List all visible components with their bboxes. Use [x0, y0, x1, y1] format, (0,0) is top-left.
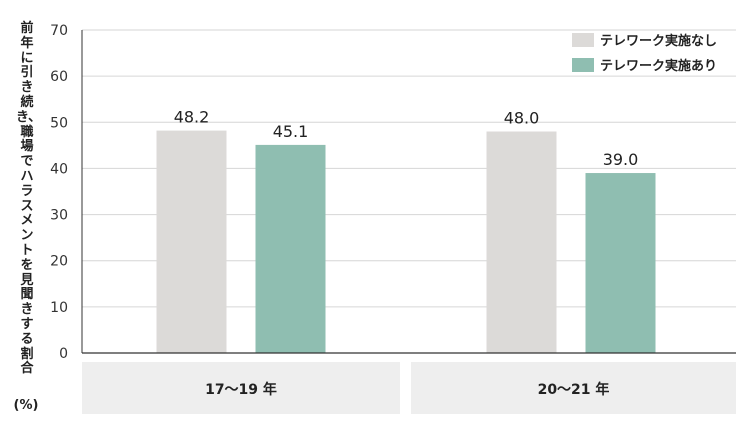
category-band	[82, 362, 400, 414]
y-tick-label: 70	[50, 23, 68, 39]
y-tick-label: 10	[50, 300, 68, 316]
legend-label: テレワーク実施あり	[600, 58, 717, 74]
category-band	[411, 362, 736, 414]
bars	[156, 130, 656, 353]
y-axis-unit: (%)	[13, 398, 39, 413]
y-tick-label: 40	[50, 161, 68, 177]
x-tick-label: 17〜19 年	[205, 381, 277, 398]
bar	[156, 130, 227, 353]
bar	[255, 144, 326, 353]
data-label: 48.0	[504, 109, 540, 128]
y-tick-label: 30	[50, 208, 68, 224]
data-label: 45.1	[273, 122, 309, 141]
data-label: 39.0	[603, 150, 639, 169]
legend-swatch	[572, 58, 594, 72]
legend-swatch	[572, 33, 594, 47]
y-tick-label: 0	[59, 346, 68, 362]
y-tick-label: 60	[50, 69, 68, 85]
y-tick-label: 50	[50, 115, 68, 131]
bar	[486, 131, 557, 353]
y-tick-label: 20	[50, 254, 68, 270]
axes	[81, 30, 736, 354]
y-axis-label: 前年に引き続き、職場でハラスメントを見聞きする割合	[16, 21, 42, 377]
x-tick-label: 20〜21 年	[538, 381, 610, 398]
data-label: 48.2	[174, 108, 210, 127]
legend-label: テレワーク実施なし	[600, 33, 717, 49]
bar	[585, 173, 656, 353]
category-bands	[82, 362, 736, 414]
labels: 0 10 20 30 40 50 60 70 17〜19 年 20〜21 年 48.2 48.0 45.…	[50, 23, 638, 398]
